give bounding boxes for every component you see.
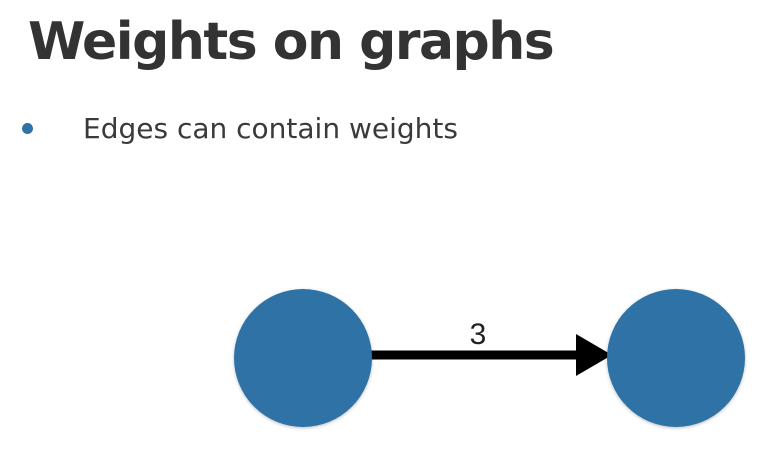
graph-node-a	[234, 289, 372, 427]
slide-title: Weights on graphs	[28, 12, 555, 72]
bullet-list: Edges can contain weights	[22, 106, 458, 150]
graph-node-b	[607, 289, 745, 427]
bullet-item: Edges can contain weights	[22, 106, 458, 150]
bullet-text: Edges can contain weights	[83, 111, 458, 145]
bullet-marker-icon	[22, 122, 33, 134]
edge-arrowhead-icon	[576, 334, 612, 376]
graph-edge: 3	[368, 318, 612, 376]
edge-weight-label: 3	[470, 318, 487, 351]
